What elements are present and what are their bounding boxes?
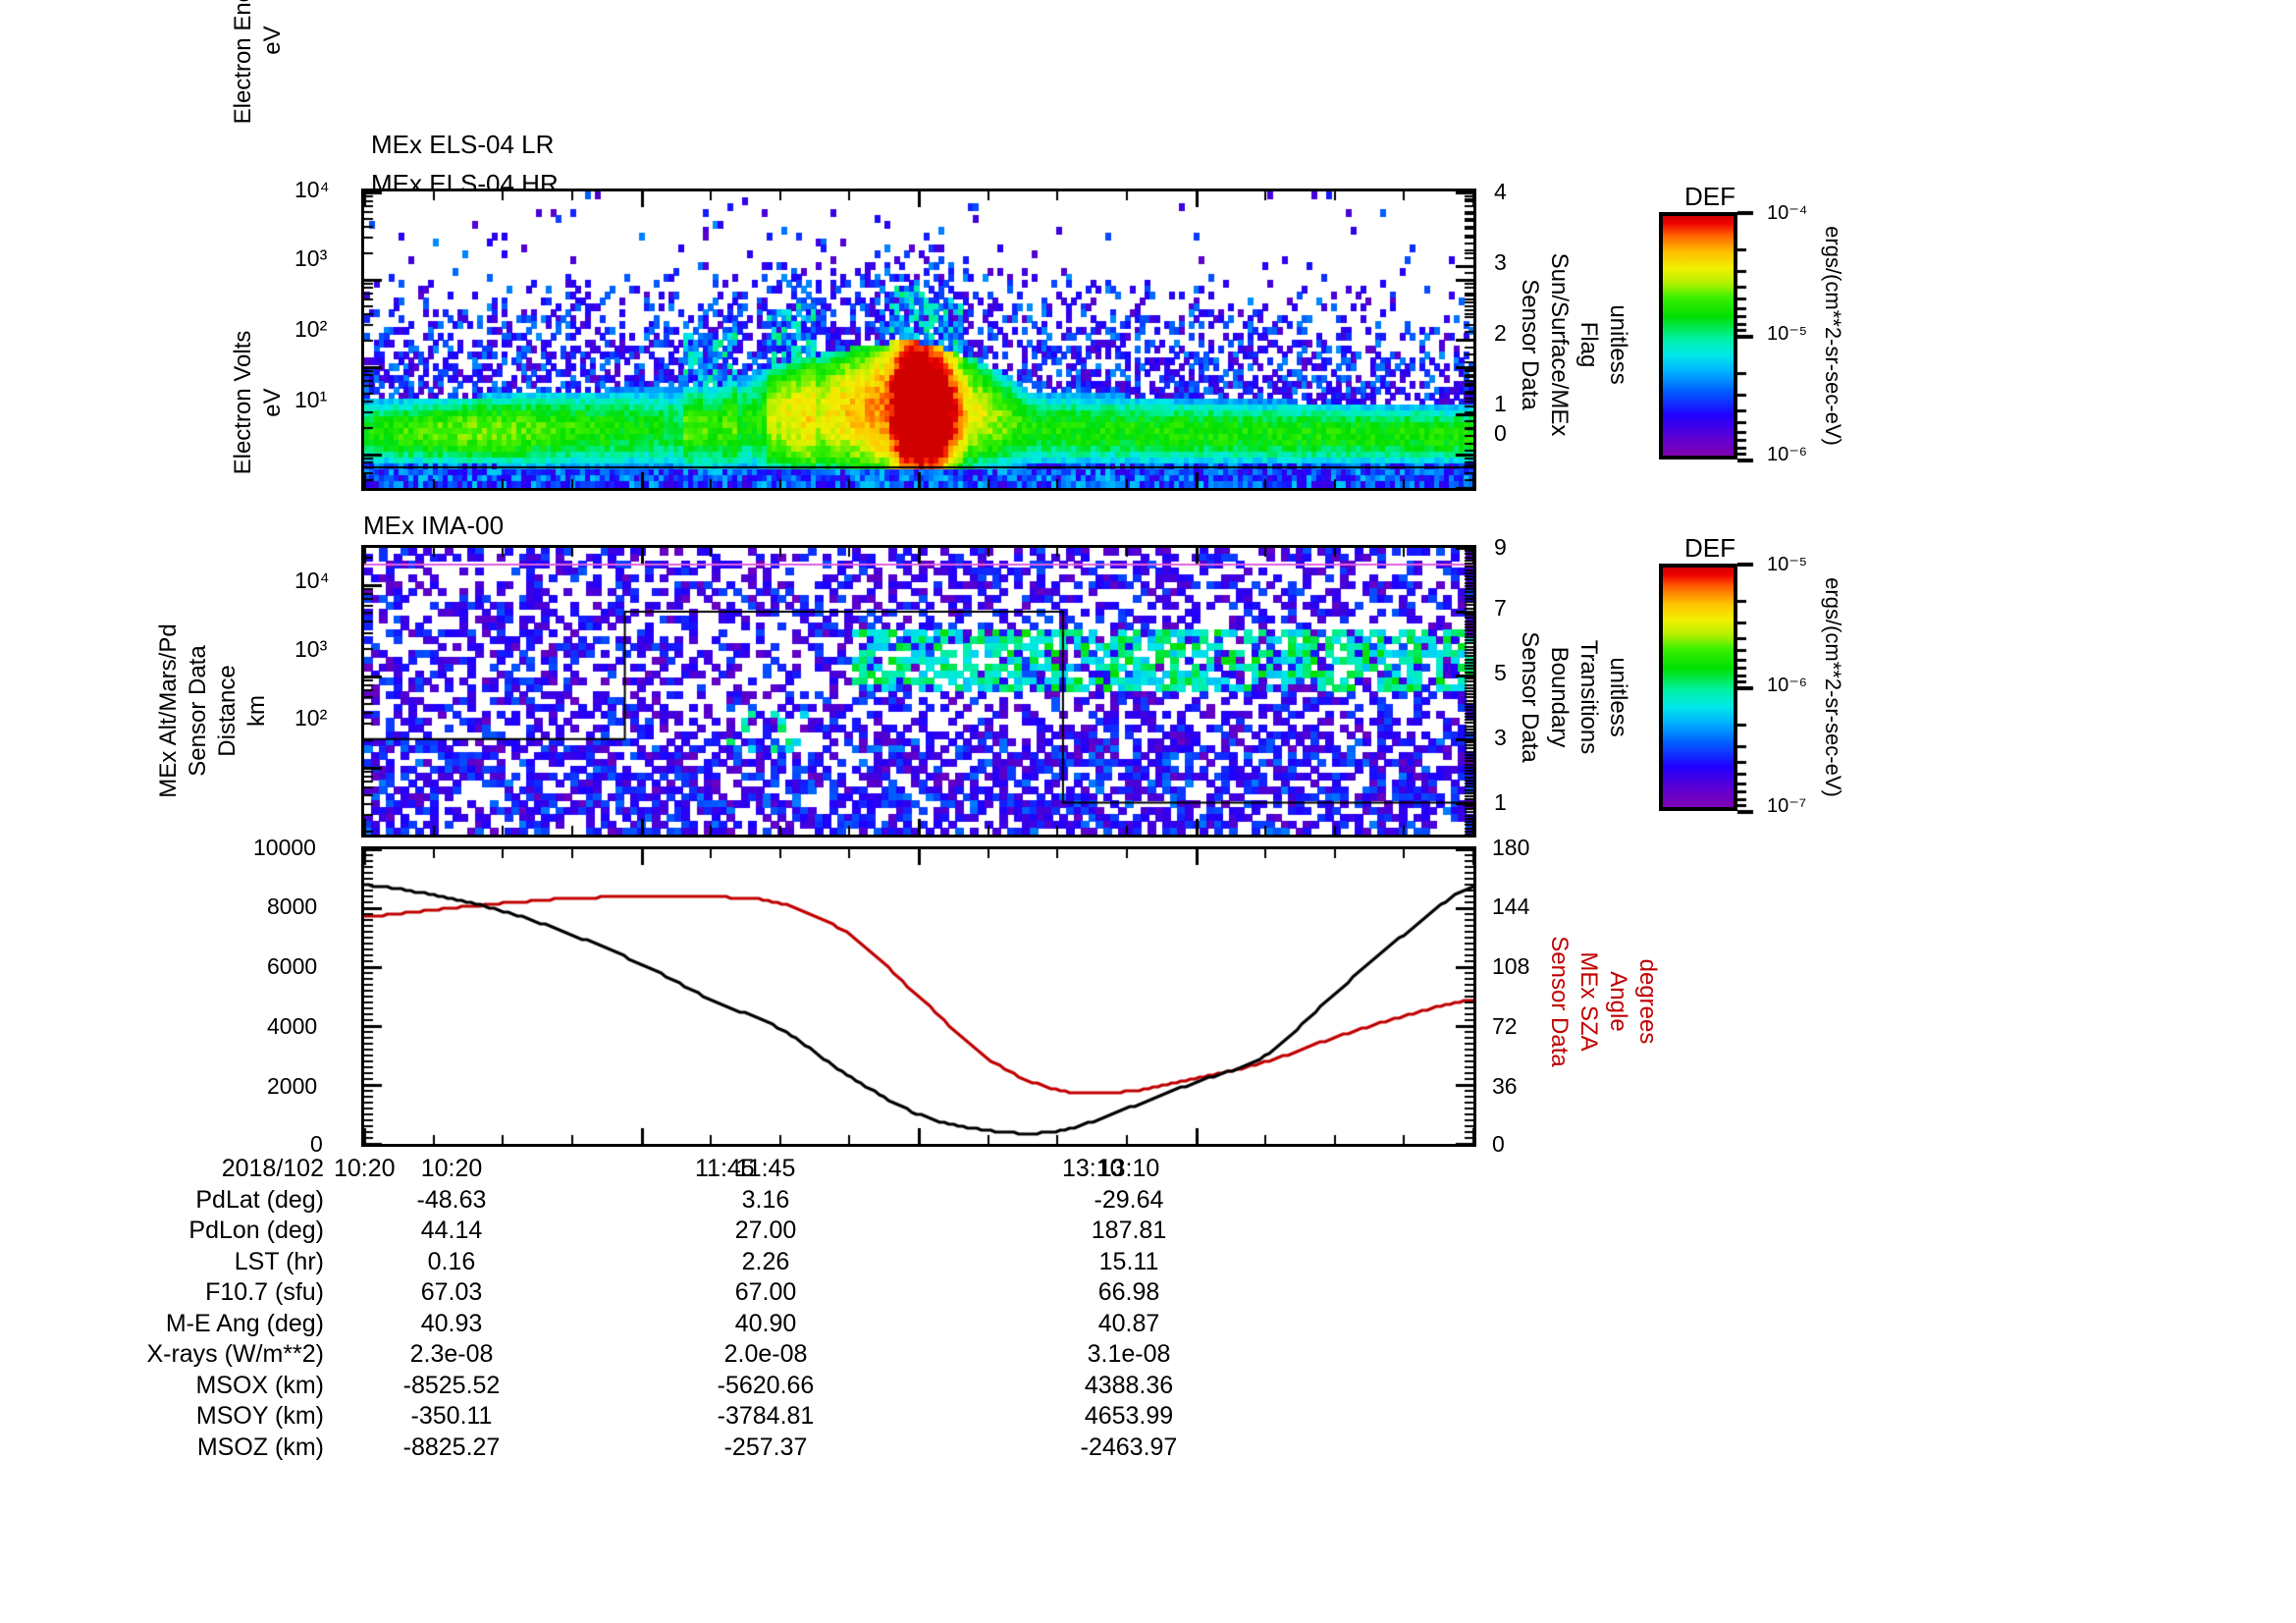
panel1-ytick-r-3: 3	[1494, 249, 1507, 275]
panel2-ytick-r-5: 5	[1494, 660, 1507, 685]
panel3-ytick-r-144: 144	[1492, 893, 1530, 919]
colorbar2-title: DEF	[1684, 533, 1735, 563]
table-cell: 187.81	[1091, 1217, 1167, 1244]
panel1-ytick-1e4: 10⁴	[294, 177, 330, 202]
panel3-ytick-r-0: 0	[1492, 1131, 1505, 1157]
table-row-label: PdLon (deg)	[188, 1217, 324, 1244]
table-cell: 67.00	[734, 1278, 797, 1306]
table-row-label: MSOZ (km)	[196, 1433, 324, 1461]
table-cell: 2.0e-08	[723, 1340, 808, 1368]
panel3-ytick-r-180: 180	[1492, 835, 1530, 860]
colorbar2-gradient	[1663, 568, 1734, 807]
table-row-label: MSOX (km)	[195, 1371, 324, 1399]
panel2-ytick-1e3: 10³	[294, 636, 328, 662]
table-cell: 4653.99	[1084, 1402, 1174, 1430]
panel2-ytick-1e2: 10²	[294, 705, 328, 730]
table-cell: -2463.97	[1080, 1433, 1178, 1461]
ephemeris-table: 2018/102 10:20 11:45 13:10 PdLat (deg) -48.63…	[0, 1155, 1374, 1567]
panel1-ytick-r-2: 2	[1494, 320, 1507, 346]
panel3-ytick-10000: 10000	[253, 835, 316, 860]
colorbar1-tick-1e-5: 10⁻⁵	[1767, 323, 1808, 345]
colorbar1-tick-1e-6: 10⁻⁶	[1767, 444, 1808, 465]
table-cell: 4388.36	[1084, 1371, 1174, 1399]
panel2-ytick-r-3: 3	[1494, 725, 1507, 750]
table-cell: 0.16	[427, 1247, 476, 1275]
table-cell: -257.37	[723, 1433, 808, 1461]
table-cell: 44.14	[420, 1217, 483, 1244]
table-row-label: M-E Ang (deg)	[165, 1309, 324, 1337]
colorbar1-tick-1e-4: 10⁻⁴	[1767, 202, 1808, 224]
table-cell: -8525.52	[402, 1371, 501, 1399]
table-cell: 27.00	[734, 1217, 797, 1244]
panel1-title-lr: MEx ELS-04 LR	[371, 130, 555, 159]
table-cell: 3.1e-08	[1087, 1340, 1171, 1368]
table-row-label: PdLat (deg)	[195, 1185, 324, 1214]
panel3-ytick-6000: 6000	[267, 953, 318, 979]
panel2-ytick-r-9: 9	[1494, 534, 1507, 560]
table-cell: 13:10	[1097, 1155, 1160, 1182]
panel1-ytick-1e1: 10¹	[294, 387, 328, 412]
table-cell: 10:20	[420, 1155, 483, 1182]
panel2-ytick-r-7: 7	[1494, 595, 1507, 621]
table-cell: 2.26	[741, 1247, 790, 1275]
table-cell: -48.63	[416, 1185, 487, 1214]
panel2-title: MEx IMA-00	[363, 511, 505, 540]
table-cell: -5620.66	[717, 1371, 815, 1399]
panel1-ytick-1e3: 10³	[294, 245, 328, 271]
panel3-ytick-r-36: 36	[1492, 1073, 1518, 1099]
table-row-label: LST (hr)	[234, 1247, 324, 1275]
panel1-ytick-r-0: 0	[1494, 420, 1507, 446]
colorbar2-ticks	[1737, 559, 1763, 816]
table-cell: 67.03	[420, 1278, 483, 1306]
panel3-ytick-4000: 4000	[267, 1013, 318, 1039]
altitude-sza-panel[interactable]	[361, 846, 1476, 1147]
table-cell: -29.64	[1094, 1185, 1164, 1214]
panel3-ytick-0: 0	[310, 1131, 323, 1157]
colorbar2-tick-1e-7: 10⁻⁷	[1767, 795, 1807, 817]
panel3-ytick-2000: 2000	[267, 1073, 318, 1099]
panel1-ytick-1e2: 10²	[294, 316, 328, 342]
colorbar2-tick-1e-5: 10⁻⁵	[1767, 554, 1808, 575]
table-cell: -350.11	[410, 1402, 493, 1430]
table-cell: 15.11	[1098, 1247, 1159, 1275]
table-row-label: 2018/102	[221, 1155, 324, 1182]
xaxis-tick-3: 13:10	[1062, 1155, 1124, 1182]
table-row-label: F10.7 (sfu)	[205, 1278, 324, 1306]
table-cell: 40.87	[1097, 1309, 1160, 1337]
table-cell: -3784.81	[717, 1402, 815, 1430]
colorbar2	[1659, 564, 1737, 811]
colorbar1-gradient	[1663, 216, 1734, 456]
panel3-ytick-r-72: 72	[1492, 1013, 1518, 1039]
panel1-ytick-r-4: 4	[1494, 179, 1507, 204]
xaxis-tick-2: 11:45	[695, 1155, 755, 1182]
ion-spectrogram-panel[interactable]	[361, 545, 1476, 838]
table-cell: 40.90	[734, 1309, 797, 1337]
table-cell: 11:45	[735, 1155, 796, 1182]
table-row-label: MSOY (km)	[195, 1402, 324, 1430]
electron-energy-spectrogram-panel[interactable]	[361, 189, 1476, 491]
colorbar1-ticks	[1737, 207, 1763, 464]
panel3-ytick-8000: 8000	[267, 893, 318, 919]
table-cell: -8825.27	[402, 1433, 501, 1461]
colorbar2-tick-1e-6: 10⁻⁶	[1767, 675, 1808, 696]
table-cell: 40.93	[420, 1309, 483, 1337]
panel2-ytick-r-1: 1	[1494, 789, 1507, 815]
colorbar1-title: DEF	[1684, 182, 1735, 211]
table-cell: 3.16	[741, 1185, 790, 1214]
table-row-label: X-rays (W/m**2)	[146, 1340, 324, 1368]
colorbar1	[1659, 212, 1737, 460]
panel3-ytick-r-108: 108	[1492, 953, 1530, 979]
panel1-ytick-r-1: 1	[1494, 391, 1507, 416]
panel2-ytick-1e4: 10⁴	[294, 568, 330, 593]
xaxis-tick-1: 10:20	[334, 1155, 396, 1182]
table-cell: 66.98	[1097, 1278, 1160, 1306]
table-cell: 2.3e-08	[409, 1340, 494, 1368]
